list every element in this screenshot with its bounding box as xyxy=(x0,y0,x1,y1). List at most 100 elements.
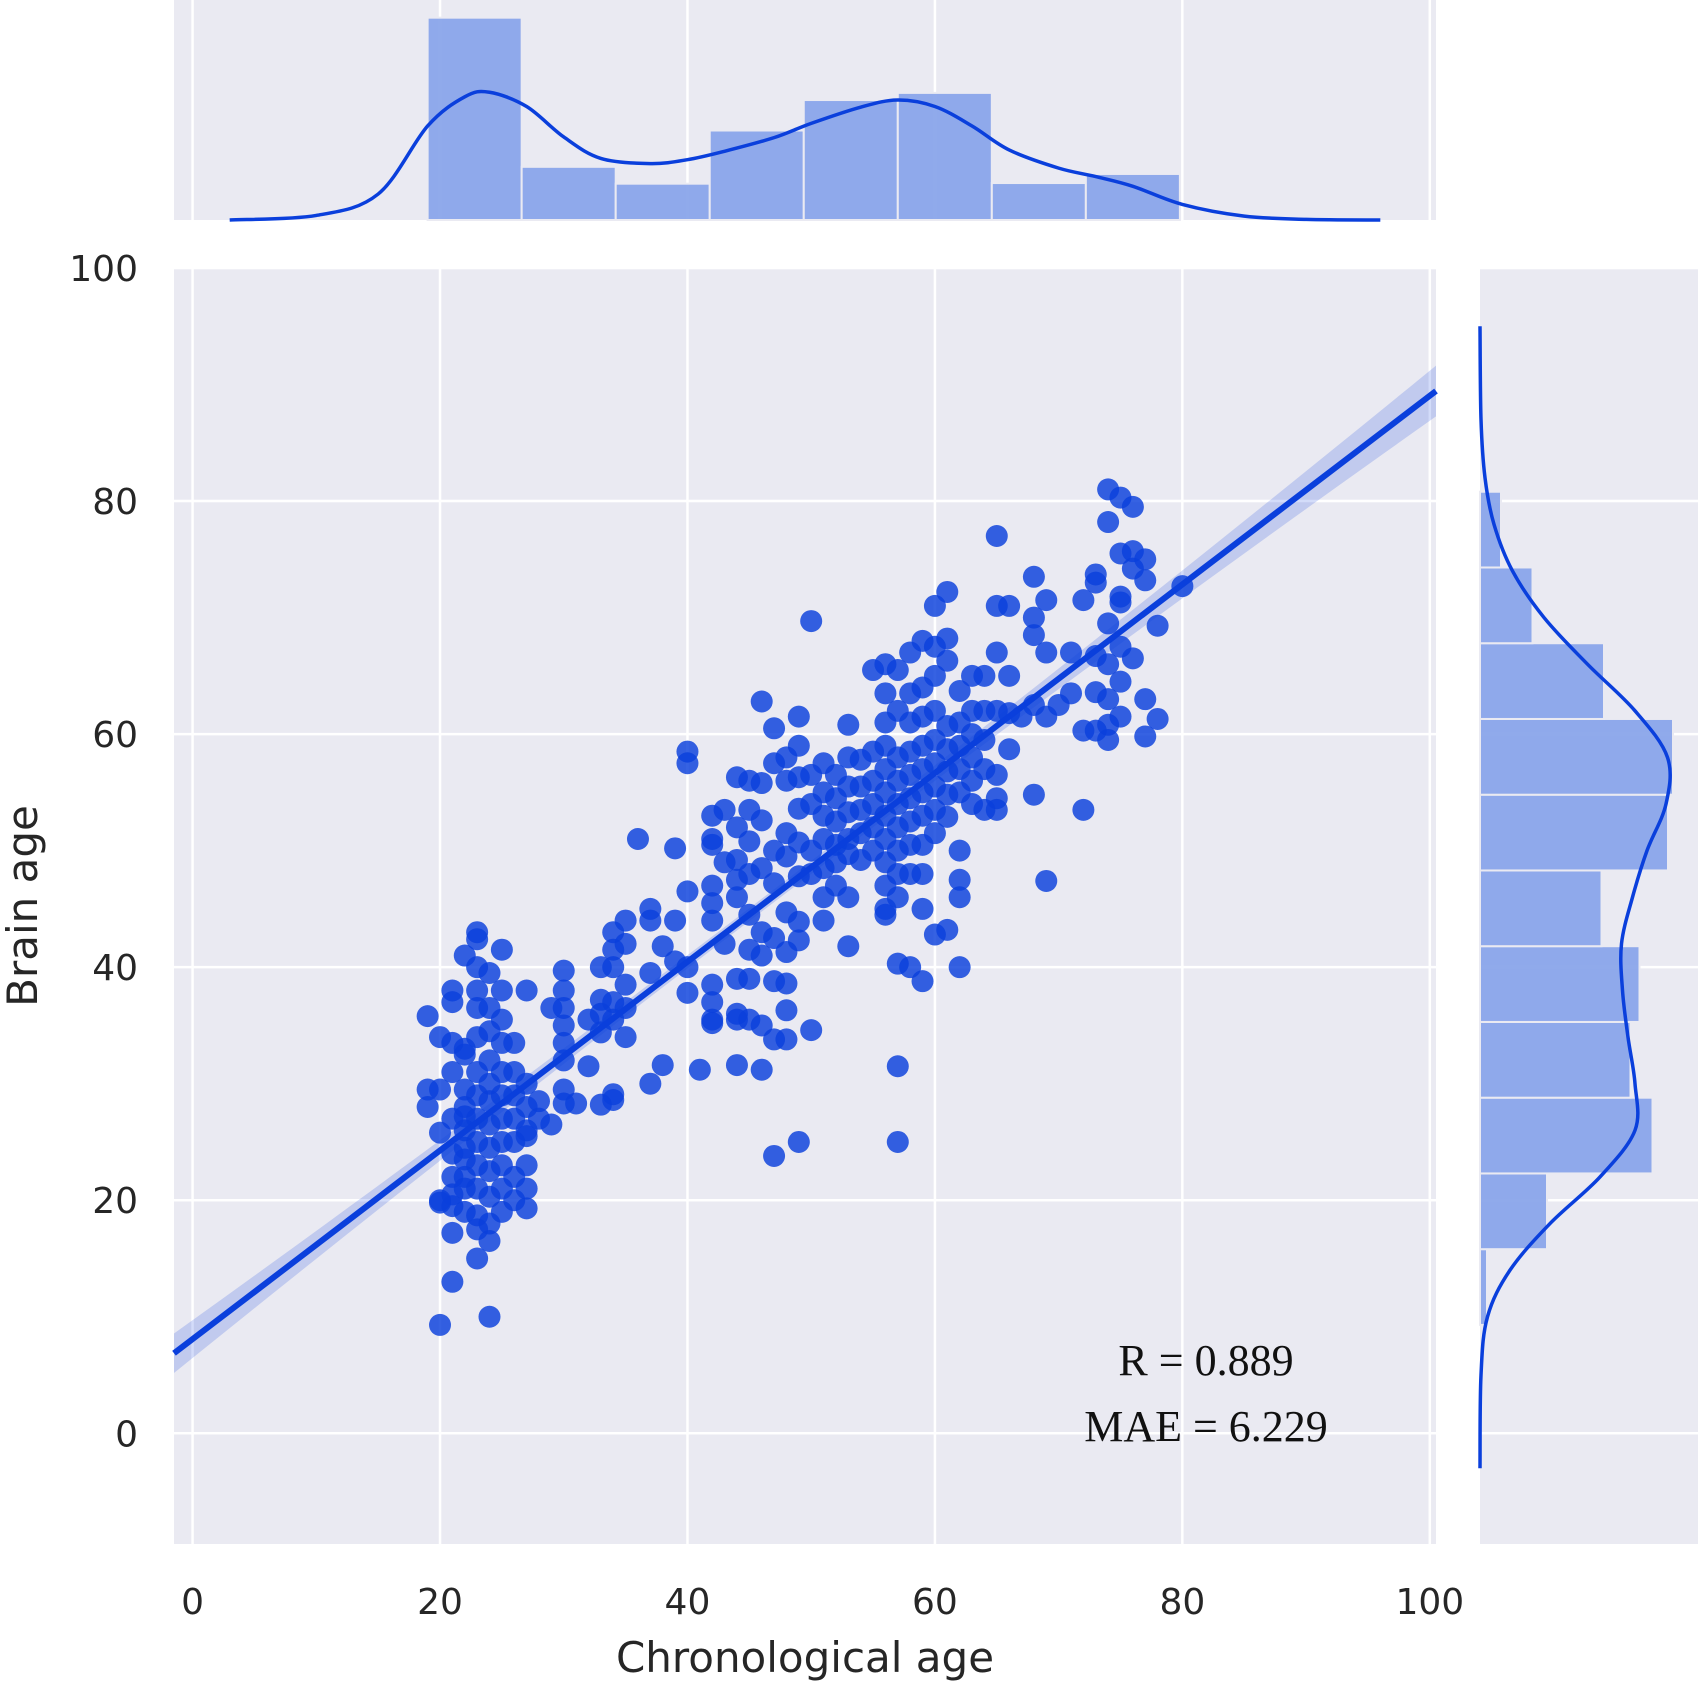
scatter-point xyxy=(787,705,810,728)
scatter-point xyxy=(676,880,699,903)
scatter-point xyxy=(1134,688,1157,711)
scatter-point xyxy=(812,909,835,932)
scatter-point xyxy=(1022,565,1045,588)
scatter-point xyxy=(936,627,959,650)
x-axis-label: Chronological age xyxy=(616,1633,994,1682)
annotation-r: R = 0.889 xyxy=(1118,1336,1293,1385)
scatter-point xyxy=(1022,783,1045,806)
scatter-point xyxy=(738,967,761,990)
scatter-point xyxy=(886,1055,909,1078)
scatter-point xyxy=(750,944,773,967)
right-histogram-bar xyxy=(1479,717,1674,796)
scatter-point xyxy=(466,979,489,1002)
scatter-point xyxy=(1097,612,1120,635)
scatter-point xyxy=(1121,495,1144,518)
scatter-point xyxy=(837,886,860,909)
scatter-point xyxy=(1097,688,1120,711)
scatter-point xyxy=(515,1197,538,1220)
scatter-point xyxy=(998,594,1021,617)
top-histogram-bar xyxy=(1084,172,1181,222)
scatter-point xyxy=(948,886,971,909)
scatter-point xyxy=(429,1313,452,1336)
scatter-point xyxy=(664,837,687,860)
right-histogram-bar xyxy=(1479,793,1669,872)
scatter-point xyxy=(503,1031,526,1054)
scatter-point xyxy=(676,956,699,979)
scatter-point xyxy=(923,822,946,845)
scatter-point xyxy=(1097,511,1120,534)
scatter-point xyxy=(1072,798,1095,821)
scatter-point xyxy=(552,1014,575,1037)
scatter-point xyxy=(787,1130,810,1153)
scatter-point xyxy=(985,763,1008,786)
scatter-point xyxy=(874,903,897,926)
top-histogram-bar xyxy=(614,182,711,221)
scatter-point xyxy=(886,659,909,682)
scatter-point xyxy=(973,664,996,687)
scatter-point xyxy=(626,827,649,850)
scatter-point xyxy=(886,1130,909,1153)
scatter-point xyxy=(1134,548,1157,571)
scatter-point xyxy=(911,862,934,885)
x-tick-label: 0 xyxy=(181,1582,204,1623)
top-histogram-bar xyxy=(520,165,617,222)
scatter-point xyxy=(478,962,501,985)
y-tick-label: 100 xyxy=(69,249,138,290)
scatter-point xyxy=(1022,624,1045,647)
scatter-point xyxy=(787,734,810,757)
top-histogram-bar xyxy=(990,182,1087,221)
scatter-point xyxy=(738,830,761,853)
y-tick-label: 60 xyxy=(92,715,138,756)
scatter-point xyxy=(750,809,773,832)
scatter-point xyxy=(614,973,637,996)
scatter-point xyxy=(985,798,1008,821)
scatter-point xyxy=(701,909,724,932)
scatter-point xyxy=(725,886,748,909)
scatter-point xyxy=(676,981,699,1004)
y-tick-label: 80 xyxy=(92,482,138,523)
scatter-point xyxy=(1109,705,1132,728)
regression-line xyxy=(172,388,1438,1356)
scatter-point xyxy=(466,928,489,951)
scatter-point xyxy=(1022,606,1045,629)
scatter-point xyxy=(466,1247,489,1270)
scatter-point xyxy=(515,1125,538,1148)
scatter-point xyxy=(1134,569,1157,592)
y-axis-tick-labels: 0 20 40 60 80 100 xyxy=(69,249,138,1455)
scatter-point xyxy=(837,935,860,958)
scatter-point xyxy=(565,1092,588,1115)
scatter-point xyxy=(948,956,971,979)
scatter-point xyxy=(750,1058,773,1081)
main-background xyxy=(174,268,1436,1544)
scatter-point xyxy=(1035,589,1058,612)
x-tick-label: 80 xyxy=(1159,1582,1205,1623)
main-grid xyxy=(174,266,1436,1544)
scatter-point xyxy=(540,1113,563,1136)
scatter-point xyxy=(453,1043,476,1066)
x-axis-tick-labels: 0 20 40 60 80 100 xyxy=(181,1582,1464,1623)
scatter-point xyxy=(787,929,810,952)
top-histogram-bar xyxy=(708,129,805,221)
scatter-point xyxy=(701,973,724,996)
scatter-point xyxy=(763,717,786,740)
scatter-point xyxy=(676,752,699,775)
scatter-point xyxy=(948,839,971,862)
scatter-point xyxy=(1109,591,1132,614)
scatter-point xyxy=(1121,647,1144,670)
scatter-point xyxy=(614,932,637,955)
right-histogram-bar xyxy=(1479,566,1534,645)
x-tick-label: 20 xyxy=(417,1582,463,1623)
scatter-point xyxy=(936,649,959,672)
top-marginal-panel xyxy=(174,0,1436,222)
scatter-point xyxy=(787,910,810,933)
scatter-point xyxy=(651,935,674,958)
scatter-point xyxy=(651,1054,674,1077)
scatter-point xyxy=(478,1230,501,1253)
scatter-point xyxy=(1134,725,1157,748)
scatter-point xyxy=(577,1055,600,1078)
top-histogram-bar xyxy=(426,16,523,221)
scatter-point xyxy=(490,1008,513,1031)
scatter-point xyxy=(639,962,662,985)
scatter-point xyxy=(911,897,934,920)
scatter-point xyxy=(874,682,897,705)
